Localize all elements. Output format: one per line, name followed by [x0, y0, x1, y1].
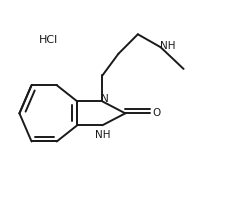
- Text: N: N: [101, 94, 109, 104]
- Text: HCl: HCl: [39, 35, 58, 45]
- Text: O: O: [152, 108, 160, 118]
- Text: NH: NH: [94, 130, 110, 140]
- Text: NH: NH: [159, 41, 174, 51]
